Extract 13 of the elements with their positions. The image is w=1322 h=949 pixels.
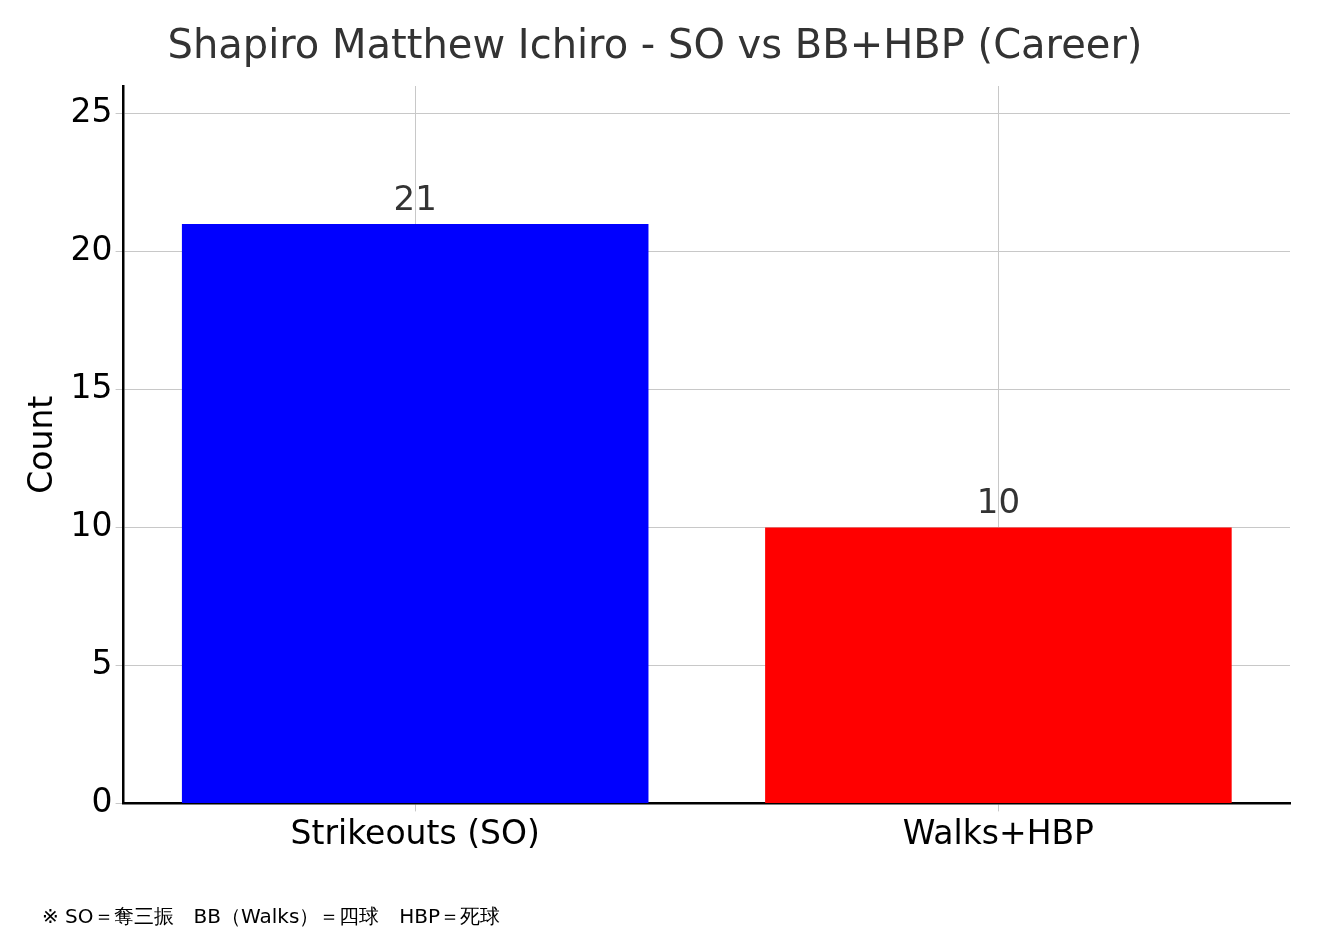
chart-title: Shapiro Matthew Ichiro - SO vs BB+HBP (Career) <box>167 21 1143 68</box>
x-tick-label: Walks+HBP <box>902 812 1095 852</box>
y-tick-label: 15 <box>70 367 113 407</box>
data-label: 21 <box>393 177 437 218</box>
x-tick-label: Strikeouts (SO) <box>290 812 540 852</box>
y-tick-label: 25 <box>70 91 113 131</box>
y-tick-label: 5 <box>91 643 113 683</box>
y-tick-label: 0 <box>91 780 113 820</box>
y-tick-label: 20 <box>70 229 113 269</box>
y-tick-label: 10 <box>70 505 113 545</box>
data-label: 10 <box>976 481 1021 522</box>
y-axis-title: Count <box>21 395 61 494</box>
text: ※ SO＝奪三振 BB（Walks）＝四球 HBP＝死球 <box>42 904 501 929</box>
